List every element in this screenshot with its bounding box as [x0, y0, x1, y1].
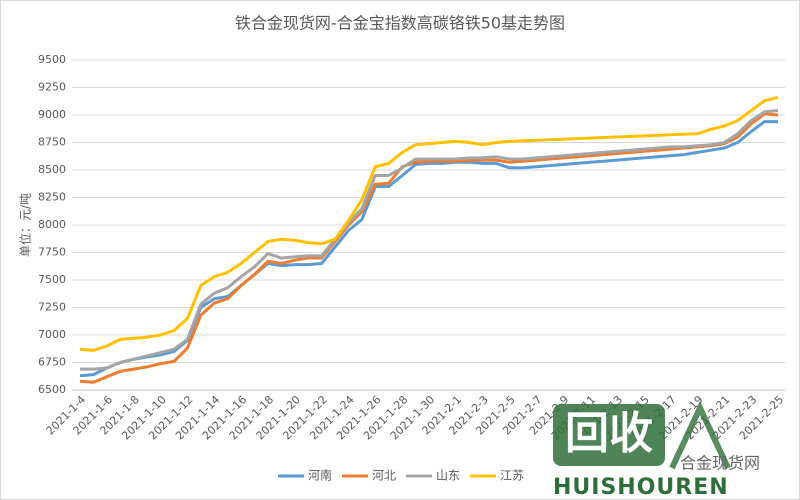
y-tick-label: 6500 — [38, 383, 66, 396]
y-axis-label: 单位：元/吨 — [18, 193, 33, 257]
y-tick-label: 8500 — [38, 163, 66, 176]
y-tick-label: 8250 — [38, 191, 66, 204]
y-tick-label: 8000 — [38, 218, 66, 231]
legend-label: 河南 — [308, 468, 332, 483]
y-tick-label: 7250 — [38, 301, 66, 314]
watermark-icon — [669, 400, 731, 470]
y-tick-label: 7000 — [38, 328, 66, 341]
y-tick-label: 9250 — [38, 81, 66, 94]
legend-label: 江苏 — [500, 469, 524, 483]
series-line — [79, 112, 779, 384]
watermark-text: 合金现货网 — [680, 454, 760, 473]
watermark-text: HUISHOUREN — [553, 475, 729, 500]
y-tick-label: 9000 — [38, 108, 66, 121]
chart-title: 铁合金现货网-合金宝指数高碳铬铁50基走势图 — [235, 14, 565, 33]
watermark-text: 回收 — [565, 408, 653, 459]
y-tick-label: 9500 — [38, 53, 66, 66]
legend-label: 山东 — [436, 469, 460, 483]
y-tick-label: 6750 — [38, 356, 66, 369]
series-line — [79, 95, 779, 352]
series-line — [80, 109, 779, 371]
legend-label: 河北 — [372, 469, 396, 483]
y-tick-label: 7500 — [38, 273, 66, 286]
y-tick-label: 7750 — [38, 246, 66, 259]
watermark-badge — [553, 404, 665, 466]
y-tick-label: 8750 — [38, 136, 66, 149]
